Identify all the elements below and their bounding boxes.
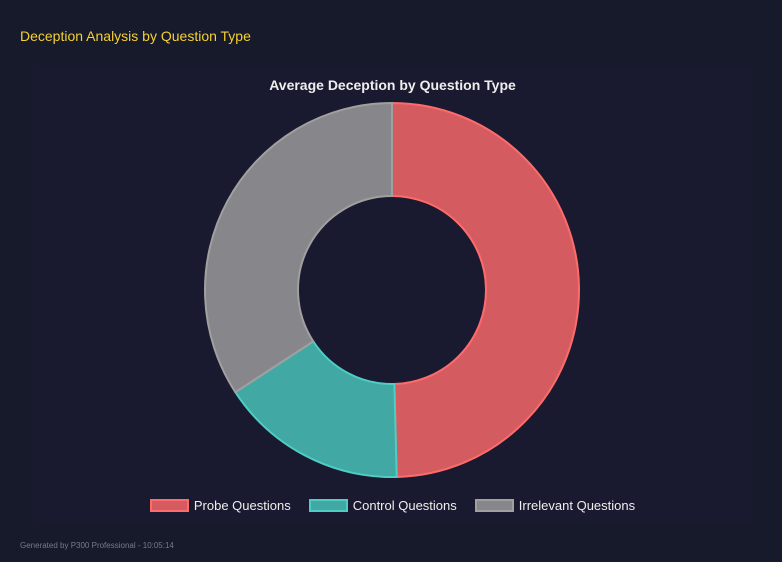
legend-swatch (474, 499, 514, 512)
doughnut-chart (204, 101, 580, 478)
chart-title: Average Deception by Question Type (269, 77, 516, 93)
legend-swatch (149, 499, 189, 512)
footer-text: Generated by P300 Professional - 10:05:1… (20, 541, 174, 550)
legend-swatch (308, 499, 348, 512)
slice-probe-questions[interactable] (391, 101, 580, 478)
legend-item[interactable]: Irrelevant Questions (474, 498, 636, 513)
legend-label: Irrelevant Questions (518, 498, 636, 513)
legend-item[interactable]: Probe Questions (149, 498, 291, 513)
chart-panel: Average Deception by Question Type Probe… (33, 66, 752, 522)
legend-label: Probe Questions (193, 498, 291, 513)
legend-item[interactable]: Control Questions (308, 498, 457, 513)
page-title: Deception Analysis by Question Type (20, 28, 251, 44)
slice-control-questions[interactable] (233, 339, 398, 478)
legend: Probe Questions Control Questions Irreleva… (33, 498, 752, 513)
slice-irrelevant-questions[interactable] (204, 101, 393, 394)
legend-label: Control Questions (352, 498, 457, 513)
